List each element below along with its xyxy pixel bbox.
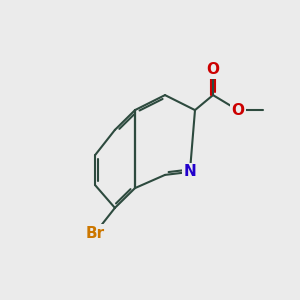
Text: Br: Br <box>85 226 105 241</box>
Text: O: O <box>206 62 220 77</box>
Text: N: N <box>184 164 196 179</box>
Text: O: O <box>231 103 244 118</box>
